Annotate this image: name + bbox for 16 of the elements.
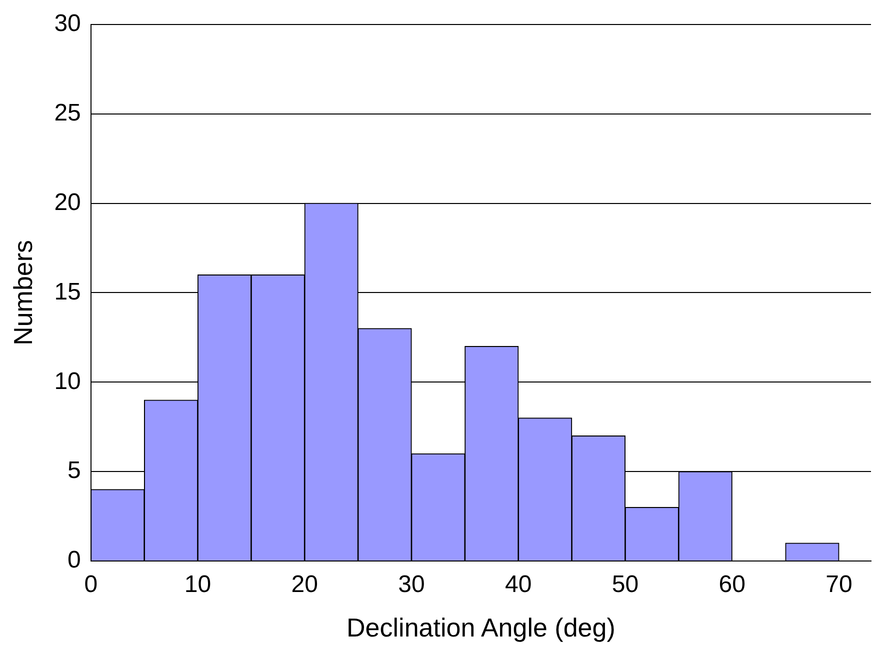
x-tick-label: 30 (398, 571, 425, 598)
y-tick-label: 20 (54, 188, 81, 216)
y-tick-label: 10 (54, 368, 81, 395)
x-tick-label: 40 (505, 571, 532, 598)
x-tick-label: 10 (184, 571, 212, 598)
y-tick-label: 5 (68, 457, 81, 484)
y-axis-title: Numbers (8, 240, 38, 346)
y-tick-label: 25 (54, 99, 81, 126)
y-tick-label: 30 (54, 10, 81, 38)
y-tick-label: 0 (68, 546, 81, 574)
x-tick-label: 20 (291, 571, 318, 598)
x-tick-label: 60 (718, 571, 746, 598)
y-tick-label: 15 (54, 278, 81, 306)
x-tick-label: 50 (612, 571, 639, 598)
x-axis-title: Declination Angle (deg) (346, 612, 616, 643)
x-tick-label: 70 (826, 571, 852, 598)
